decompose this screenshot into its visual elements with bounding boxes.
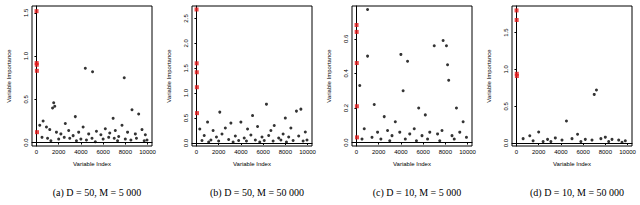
svg-text:2.0: 2.0: [183, 39, 189, 48]
svg-text:Variable Index: Variable Index: [73, 161, 111, 167]
svg-text:0.6: 0.6: [343, 34, 349, 43]
svg-text:1.0: 1.0: [23, 51, 29, 60]
svg-text:Variable Importance: Variable Importance: [486, 49, 492, 103]
svg-text:0: 0: [355, 149, 359, 155]
svg-text:0.0: 0.0: [503, 138, 509, 147]
svg-text:1.0: 1.0: [503, 65, 509, 74]
svg-text:Variable Index: Variable Index: [553, 161, 591, 167]
svg-text:0: 0: [515, 149, 519, 155]
svg-text:0.2: 0.2: [343, 103, 349, 112]
svg-text:6000: 6000: [256, 149, 270, 155]
svg-text:2.5: 2.5: [183, 14, 189, 23]
svg-text:0.5: 0.5: [23, 95, 29, 104]
svg-text:4000: 4000: [234, 149, 248, 155]
svg-text:10000: 10000: [299, 149, 316, 155]
svg-text:10000: 10000: [619, 149, 636, 155]
svg-text:6000: 6000: [576, 149, 590, 155]
svg-text:0.0: 0.0: [23, 138, 29, 147]
svg-text:Variable Index: Variable Index: [233, 161, 271, 167]
svg-text:2000: 2000: [532, 149, 546, 155]
svg-text:1.5: 1.5: [23, 8, 29, 17]
svg-text:2000: 2000: [212, 149, 226, 155]
svg-text:Variable Importance: Variable Importance: [326, 49, 332, 103]
svg-text:2000: 2000: [52, 149, 66, 155]
svg-text:6000: 6000: [96, 149, 110, 155]
svg-text:8000: 8000: [119, 149, 133, 155]
svg-text:8000: 8000: [439, 149, 453, 155]
svg-text:0.5: 0.5: [183, 113, 189, 122]
svg-text:8000: 8000: [599, 149, 613, 155]
svg-text:1.0: 1.0: [183, 88, 189, 97]
svg-text:1.5: 1.5: [503, 28, 509, 37]
svg-text:(c) D = 10, M = 5 000: (c) D = 10, M = 5 000: [373, 187, 462, 199]
svg-text:4000: 4000: [554, 149, 568, 155]
svg-text:1.5: 1.5: [183, 63, 189, 72]
svg-text:8000: 8000: [279, 149, 293, 155]
svg-text:0.4: 0.4: [343, 69, 349, 78]
svg-text:Variable Importance: Variable Importance: [166, 49, 172, 103]
svg-text:0.0: 0.0: [183, 138, 189, 147]
svg-text:Variable Index: Variable Index: [393, 161, 431, 167]
svg-text:Variable Importance: Variable Importance: [6, 49, 12, 103]
svg-text:4000: 4000: [394, 149, 408, 155]
svg-text:0.0: 0.0: [343, 138, 349, 147]
svg-text:(d) D = 10, M = 50 000: (d) D = 10, M = 50 000: [530, 187, 624, 199]
svg-text:0: 0: [35, 149, 39, 155]
svg-text:2000: 2000: [372, 149, 386, 155]
svg-text:(a) D = 50, M = 5 000: (a) D = 50, M = 5 000: [53, 187, 142, 199]
svg-text:(b) D = 50, M = 50 000: (b) D = 50, M = 50 000: [210, 187, 304, 199]
svg-text:10000: 10000: [459, 149, 476, 155]
svg-text:6000: 6000: [416, 149, 430, 155]
svg-text:0: 0: [195, 149, 199, 155]
svg-text:0.5: 0.5: [503, 101, 509, 110]
svg-text:10000: 10000: [139, 149, 156, 155]
svg-text:4000: 4000: [74, 149, 88, 155]
